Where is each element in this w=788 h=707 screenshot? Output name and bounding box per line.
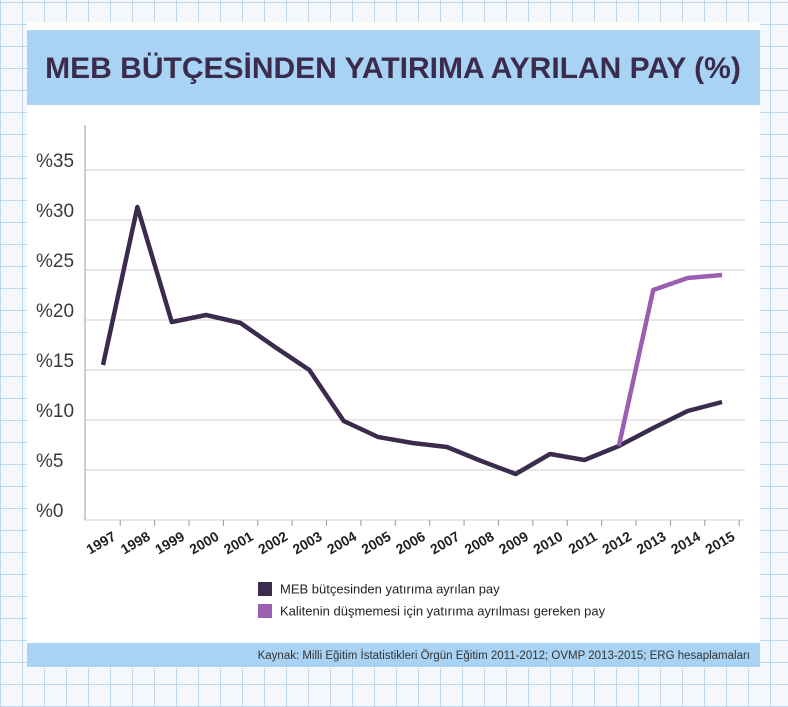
- y-tick-label: %0: [36, 501, 63, 522]
- chart-title: MEB BÜTÇESİNDEN YATIRIMA AYRILAN PAY (%): [45, 52, 741, 85]
- data-line: [616, 272, 723, 447]
- legend-label: MEB bütçesinden yatırıma ayrılan pay: [280, 581, 500, 596]
- y-tick-label: %5: [36, 451, 63, 472]
- y-tick-label: %15: [36, 351, 74, 372]
- legend-swatch: [258, 582, 272, 596]
- source-note: Kaynak: Milli Eğitim İstatistikleri Örgü…: [258, 649, 750, 662]
- data-line: [100, 204, 723, 477]
- legend-swatch: [258, 604, 272, 618]
- legend-label: Kalitenin düşmemesi için yatırıma ayrılm…: [280, 603, 606, 618]
- y-tick-label: %30: [36, 201, 74, 222]
- y-tick-label: %25: [36, 251, 74, 272]
- y-tick-label: %20: [36, 301, 74, 322]
- source-band: [27, 643, 760, 667]
- panel: [27, 22, 760, 668]
- y-tick-label: %35: [36, 151, 74, 172]
- title-band: [27, 30, 760, 105]
- y-tick-label: %10: [36, 401, 74, 422]
